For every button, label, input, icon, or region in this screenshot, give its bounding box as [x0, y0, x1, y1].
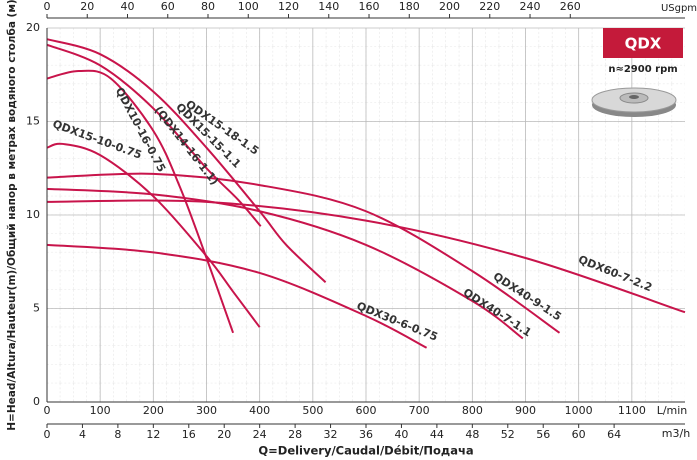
- y-tick-label: 20: [26, 21, 40, 34]
- x-tick-label: 0: [44, 404, 51, 417]
- speed: n≈2900 rpm: [608, 64, 677, 75]
- x-tick-label: 200: [143, 404, 164, 417]
- x3-tick-label: 200: [439, 0, 460, 13]
- x-tick-label: 800: [462, 404, 483, 417]
- x3-tick-label: 0: [44, 0, 51, 13]
- x3-tick-label: 80: [201, 0, 215, 13]
- x3-tick-label: 160: [359, 0, 380, 13]
- x3-tick-label: 40: [121, 0, 135, 13]
- badge-box: [603, 28, 683, 58]
- x2-tick-label: 64: [607, 428, 621, 441]
- x-tick-label: 100: [90, 404, 111, 417]
- x-tick-label: 700: [409, 404, 430, 417]
- x3-tick-label: 120: [278, 0, 299, 13]
- x2-tick-label: 60: [572, 428, 586, 441]
- x3-tick-label: 260: [560, 0, 581, 13]
- x3-tick-label: 180: [399, 0, 420, 13]
- x2-tick-label: 56: [536, 428, 550, 441]
- x-axis-title: Q=Delivery/Caudal/Débit/Подача: [258, 444, 473, 458]
- x2-tick-label: 44: [430, 428, 444, 441]
- y-axis-title: H=Head/Altura/Hauteur(m)/Общий напор в м…: [6, 0, 18, 431]
- x3-tick-label: 240: [520, 0, 541, 13]
- y-tick-label: 10: [26, 208, 40, 221]
- x2-tick-label: 52: [501, 428, 515, 441]
- pump-curve: [46, 187, 524, 340]
- x2-tick-label: 16: [182, 428, 196, 441]
- x3-tick-label: 220: [479, 0, 500, 13]
- x2-tick-label: 24: [253, 428, 267, 441]
- x-tick-label: 900: [515, 404, 536, 417]
- pump-curve: [46, 172, 561, 334]
- x-unit: L/min: [657, 404, 688, 417]
- y-tick-label: 15: [26, 115, 40, 128]
- x-tick-label: 1100: [618, 404, 646, 417]
- x2-tick-label: 20: [217, 428, 231, 441]
- x2-tick-label: 32: [324, 428, 338, 441]
- x-tick-label: 400: [249, 404, 270, 417]
- x-tick-label: 300: [196, 404, 217, 417]
- x-tick-label: 1000: [565, 404, 593, 417]
- x2-tick-label: 28: [288, 428, 302, 441]
- x2-tick-label: 40: [394, 428, 408, 441]
- x-tick-label: 600: [356, 404, 377, 417]
- y-tick-label: 0: [33, 395, 40, 408]
- x3-tick-label: 60: [161, 0, 175, 13]
- x2-tick-label: 8: [114, 428, 121, 441]
- x3-tick-label: 100: [238, 0, 259, 13]
- x2-tick-label: 12: [146, 428, 160, 441]
- badge: QDX: [625, 35, 662, 53]
- pump-curve: [46, 142, 261, 328]
- x3-unit: USgpm: [661, 3, 697, 14]
- pump-curve: [46, 38, 327, 284]
- x2-tick-label: 36: [359, 428, 373, 441]
- x-tick-label: 500: [302, 404, 323, 417]
- pump-curve: [46, 199, 686, 314]
- x3-tick-label: 140: [318, 0, 339, 13]
- impeller-icon: [591, 87, 677, 117]
- pump-curve: [46, 243, 428, 349]
- x3-tick-label: 20: [80, 0, 94, 13]
- x2-tick-label: 0: [44, 428, 51, 441]
- x2-tick-label: 4: [79, 428, 86, 441]
- y-tick-label: 5: [33, 302, 40, 315]
- pump-curve: [46, 69, 235, 334]
- x2-tick-label: 48: [465, 428, 479, 441]
- x2-unit: m3/h: [662, 427, 690, 440]
- pump-curve: [46, 43, 262, 227]
